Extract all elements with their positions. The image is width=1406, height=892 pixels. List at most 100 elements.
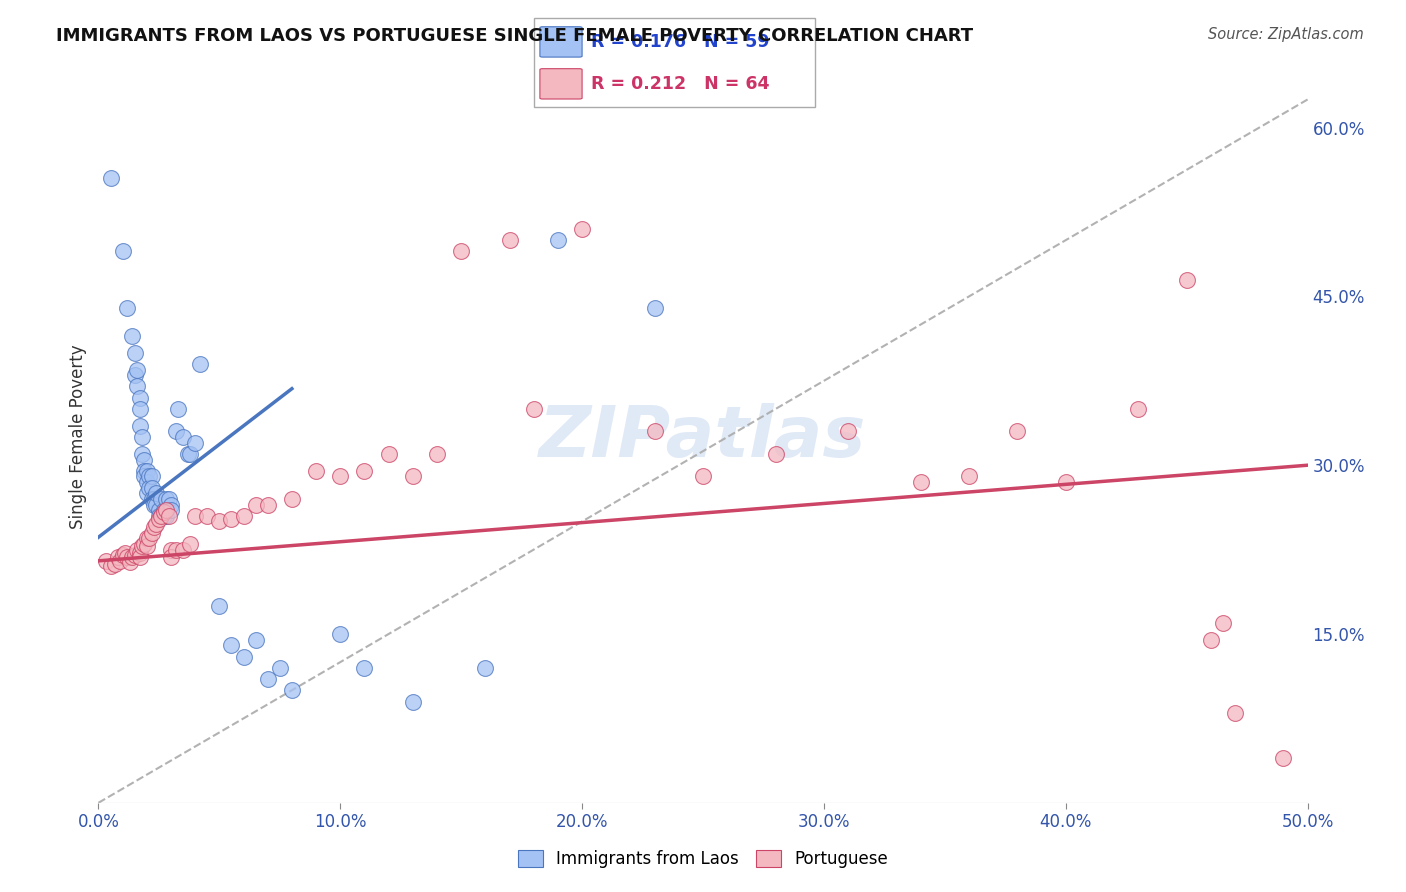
Point [143, 491, 166, 506]
Point [138, 469, 160, 483]
Point [121, 328, 143, 343]
Point [111, 244, 134, 259]
Point [152, 503, 174, 517]
Point [128, 391, 150, 405]
Point [450, 244, 472, 259]
Point [547, 233, 569, 247]
Point [281, 491, 304, 506]
Point [155, 503, 177, 517]
Point [474, 661, 496, 675]
Point [910, 475, 932, 489]
Point [117, 301, 139, 315]
Point [138, 532, 160, 546]
Point [353, 464, 375, 478]
Point [128, 546, 150, 560]
Point [134, 469, 156, 483]
Point [128, 401, 150, 416]
Point [135, 475, 157, 489]
Point [124, 548, 146, 562]
Point [155, 508, 177, 523]
Point [127, 362, 149, 376]
FancyBboxPatch shape [540, 69, 582, 99]
Point [208, 515, 231, 529]
Point [1128, 401, 1150, 416]
Point [141, 491, 163, 506]
Text: R = 0.176   N = 59: R = 0.176 N = 59 [591, 33, 769, 51]
Point [1199, 632, 1222, 647]
Point [148, 512, 170, 526]
Point [117, 550, 139, 565]
Point [281, 683, 304, 698]
Point [329, 469, 352, 483]
Point [143, 520, 166, 534]
Point [131, 447, 153, 461]
Point [269, 661, 291, 675]
Point [188, 357, 211, 371]
Point [1175, 272, 1198, 286]
Point [177, 447, 200, 461]
Point [155, 491, 177, 506]
Point [143, 498, 166, 512]
Point [1272, 751, 1295, 765]
Point [111, 548, 134, 562]
Point [107, 550, 129, 565]
Point [837, 425, 859, 439]
Point [208, 599, 231, 613]
Point [150, 508, 173, 523]
Point [1223, 706, 1246, 720]
Point [152, 508, 174, 523]
Point [179, 447, 201, 461]
Point [377, 447, 399, 461]
Point [172, 542, 194, 557]
Legend: Immigrants from Laos, Portuguese: Immigrants from Laos, Portuguese [512, 844, 894, 875]
Point [644, 425, 666, 439]
Point [134, 537, 156, 551]
Point [256, 498, 278, 512]
Y-axis label: Single Female Poverty: Single Female Poverty [69, 345, 87, 529]
Point [221, 638, 243, 652]
Point [134, 452, 156, 467]
Point [644, 301, 666, 315]
Point [329, 627, 352, 641]
Text: IMMIGRANTS FROM LAOS VS PORTUGUESE SINGLE FEMALE POVERTY CORRELATION CHART: IMMIGRANTS FROM LAOS VS PORTUGUESE SINGL… [56, 27, 973, 45]
Point [150, 508, 173, 523]
Point [195, 508, 218, 523]
Point [245, 498, 267, 512]
Point [131, 539, 153, 553]
Point [402, 694, 425, 708]
Point [402, 469, 425, 483]
Point [305, 464, 328, 478]
FancyBboxPatch shape [540, 27, 582, 57]
Point [1212, 615, 1234, 630]
Point [121, 550, 143, 565]
Point [1007, 425, 1029, 439]
Point [141, 469, 163, 483]
Point [114, 546, 136, 560]
Point [127, 379, 149, 393]
Point [221, 512, 243, 526]
Point [165, 425, 187, 439]
Point [145, 498, 167, 512]
Point [141, 525, 163, 540]
Point [100, 171, 122, 186]
Point [131, 430, 153, 444]
Point [104, 558, 127, 572]
Point [426, 447, 449, 461]
Point [148, 508, 170, 523]
Point [245, 632, 267, 647]
Point [157, 491, 180, 506]
Point [232, 508, 254, 523]
Point [160, 498, 183, 512]
Point [128, 418, 150, 433]
Point [232, 649, 254, 664]
Point [94, 554, 117, 568]
Point [1054, 475, 1077, 489]
FancyBboxPatch shape [534, 18, 815, 107]
Point [172, 430, 194, 444]
Point [134, 464, 156, 478]
Text: R = 0.212   N = 64: R = 0.212 N = 64 [591, 75, 769, 93]
Point [150, 491, 173, 506]
Point [765, 447, 787, 461]
Point [141, 481, 163, 495]
Point [138, 481, 160, 495]
